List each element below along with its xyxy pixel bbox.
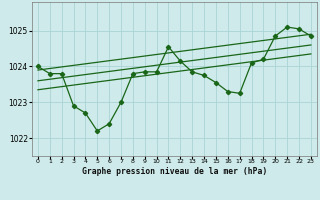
X-axis label: Graphe pression niveau de la mer (hPa): Graphe pression niveau de la mer (hPa) (82, 167, 267, 176)
